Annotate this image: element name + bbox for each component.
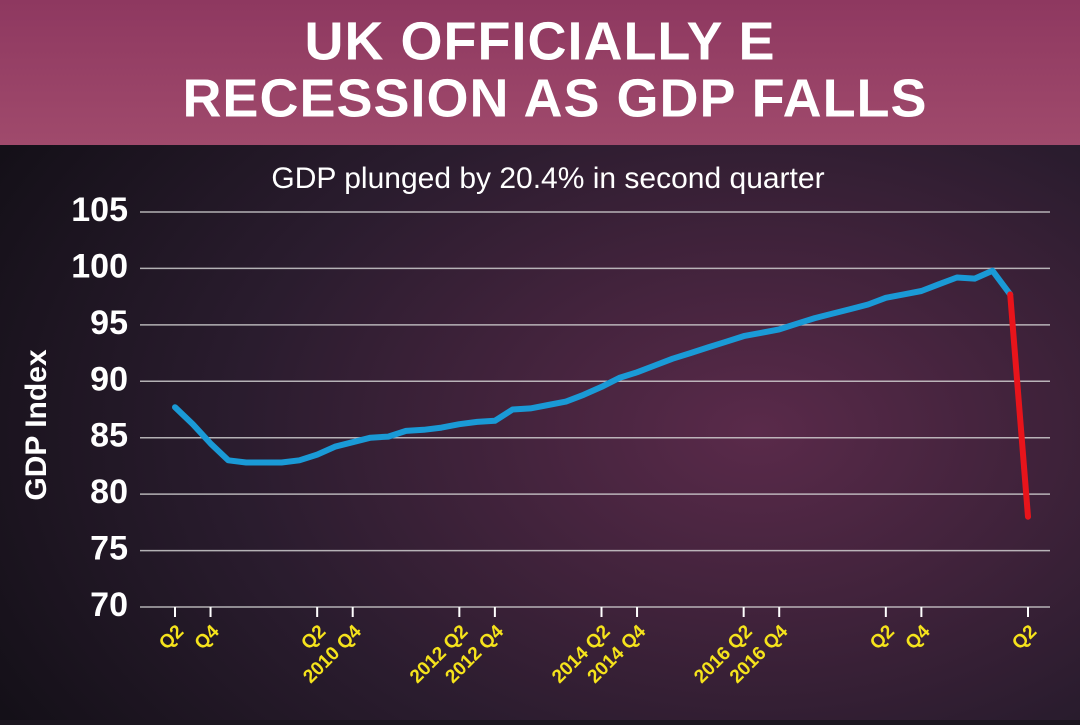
title-line: UK OFFICIALLY E (304, 11, 775, 71)
y-tick-label: 70 (90, 586, 128, 624)
data-line (1007, 291, 1031, 520)
y-tick-label: 85 (90, 417, 128, 455)
title-line: RECESSION AS GDP FALLS (182, 68, 927, 128)
y-tick-label: 95 (90, 304, 128, 342)
y-axis-label: GDP Index (20, 349, 53, 500)
y-tick-label: 75 (90, 530, 128, 568)
banner (0, 0, 1080, 145)
y-tick-label: 80 (90, 473, 128, 511)
y-tick-label: 100 (71, 247, 128, 285)
y-tick-label: 90 (90, 360, 128, 398)
y-tick-label: 105 (71, 191, 128, 229)
subtitle: GDP plunged by 20.4% in second quarter (271, 162, 824, 195)
data-line (172, 267, 1014, 466)
